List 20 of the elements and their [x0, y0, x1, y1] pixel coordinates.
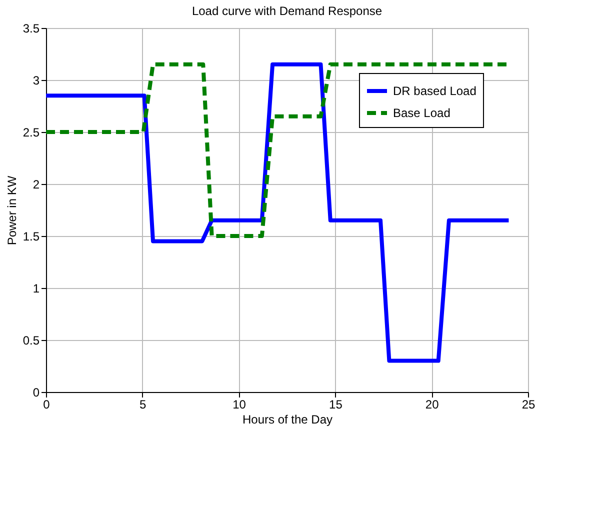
- x-tick-label: 5: [140, 398, 147, 412]
- y-tick-label: 1.5: [22, 230, 40, 244]
- line-series: [44, 62, 511, 363]
- y-tick-label: 3: [32, 74, 40, 88]
- legend-label: DR based Load: [393, 84, 476, 98]
- x-tick-label: 25: [522, 398, 536, 412]
- x-tick-label: 15: [329, 398, 343, 412]
- chart-title: Load curve with Demand Response: [192, 4, 382, 18]
- y-axis-title: Power in KW: [4, 175, 19, 246]
- x-tick-label: 0: [43, 398, 50, 412]
- legend-label: Base Load: [393, 106, 450, 120]
- x-tick-label: 20: [425, 398, 440, 412]
- y-tick-label: 0.5: [22, 334, 40, 348]
- y-tick-label: 3.5: [22, 22, 40, 36]
- y-tick-label: 2.5: [22, 126, 40, 140]
- x-axis-title: Hours of the Day: [242, 412, 333, 426]
- y-tick-label: 1: [32, 282, 40, 296]
- y-tick-label: 2: [32, 178, 40, 192]
- x-tick-label: 10: [232, 398, 246, 412]
- y-tick-label: 0: [32, 386, 40, 400]
